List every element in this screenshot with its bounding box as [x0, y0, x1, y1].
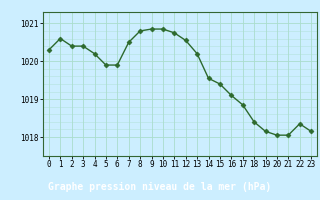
Text: Graphe pression niveau de la mer (hPa): Graphe pression niveau de la mer (hPa) [48, 182, 272, 192]
